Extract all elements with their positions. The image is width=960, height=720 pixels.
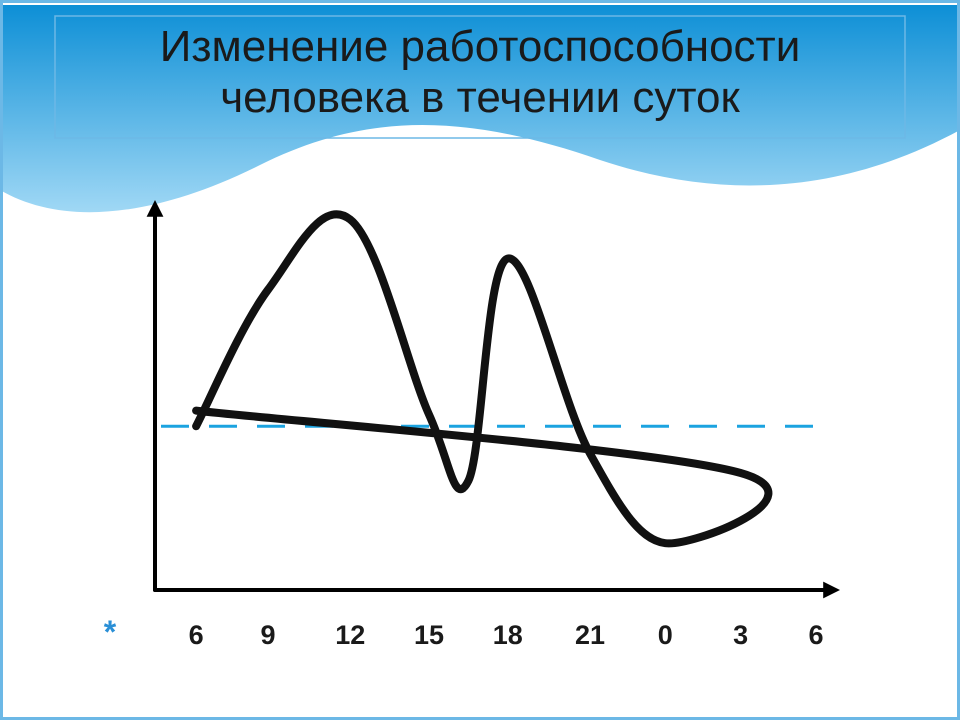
x-tick-label: 9 — [261, 620, 276, 651]
x-tick-label: 21 — [575, 620, 605, 651]
x-tick-label: 3 — [733, 620, 748, 651]
x-tick-label: 18 — [493, 620, 523, 651]
bullet-icon: * — [104, 614, 116, 651]
x-tick-label: 6 — [189, 620, 204, 651]
x-tick-label: 15 — [414, 620, 444, 651]
x-tick-label: 0 — [658, 620, 673, 651]
x-tick-label: 12 — [335, 620, 365, 651]
slide-title: Изменение работоспособности человека в т… — [65, 22, 895, 123]
chart — [100, 200, 860, 630]
slide: Изменение работоспособности человека в т… — [0, 0, 960, 720]
slide-title-box: Изменение работоспособности человека в т… — [55, 16, 905, 133]
x-tick-label: 6 — [809, 620, 824, 651]
chart-svg — [100, 200, 860, 630]
axes — [147, 200, 840, 598]
series-line — [196, 214, 768, 543]
